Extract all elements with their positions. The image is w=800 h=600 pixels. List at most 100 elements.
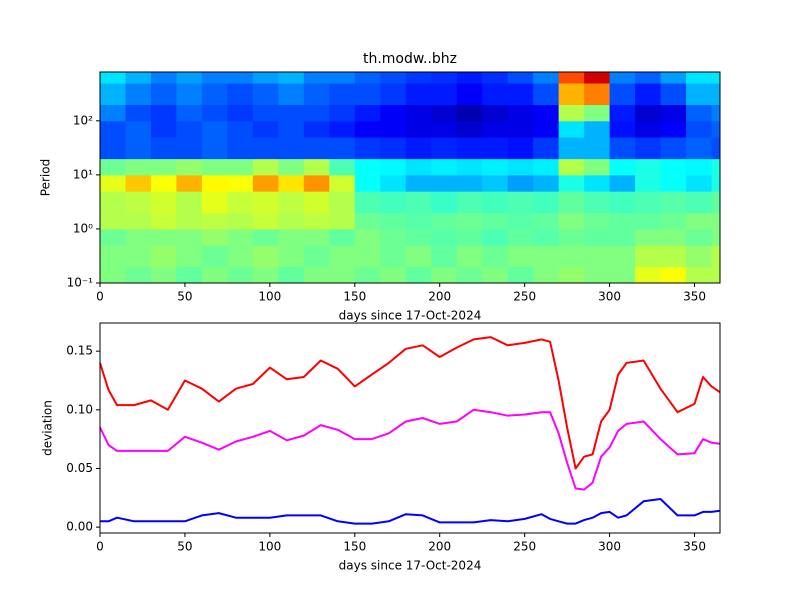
- heat-cell: [507, 83, 534, 106]
- heat-cell: [329, 212, 356, 230]
- heat-cell: [609, 72, 636, 84]
- heat-cell: [380, 83, 407, 106]
- line: [99, 336, 721, 470]
- x-tick-label: 300: [598, 540, 621, 554]
- heat-cell: [329, 191, 356, 214]
- heat-cell: [584, 174, 611, 192]
- heat-cell: [176, 104, 203, 122]
- x-tick-label: 300: [598, 290, 621, 304]
- heat-cell: [405, 245, 432, 268]
- heat-cell: [635, 228, 662, 246]
- heat-cell: [405, 174, 432, 192]
- heat-cell: [635, 120, 662, 138]
- heat-cell: [635, 174, 662, 192]
- heat-cell: [176, 158, 203, 176]
- heat-cell: [533, 228, 560, 246]
- heat-cell: [278, 191, 305, 214]
- heat-cell: [252, 174, 279, 192]
- heat-cell: [354, 228, 381, 246]
- x-tick-label: 200: [428, 290, 451, 304]
- heat-cell: [354, 174, 381, 192]
- heat-cell: [431, 158, 458, 176]
- heat-cell: [278, 266, 305, 283]
- heat-cell: [227, 104, 254, 122]
- heat-cell: [278, 137, 305, 160]
- heat-cell: [635, 137, 662, 160]
- heat-cell: [405, 228, 432, 246]
- heat-cell: [150, 212, 177, 230]
- heat-cell: [329, 83, 356, 106]
- heat-cell: [201, 174, 228, 192]
- heat-cell: [201, 104, 228, 122]
- chart-title: th.modw..bhz: [363, 51, 457, 67]
- heat-cell: [227, 137, 254, 160]
- heat-cell: [584, 83, 611, 106]
- heat-cell: [660, 228, 687, 246]
- heat-cell: [609, 266, 636, 283]
- heat-cell: [176, 83, 203, 106]
- heat-cell: [533, 120, 560, 138]
- heat-cell: [635, 266, 662, 283]
- heat-cell: [431, 83, 458, 106]
- heat-cell: [660, 104, 687, 122]
- heat-cell: [252, 228, 279, 246]
- heat-cell: [252, 191, 279, 214]
- heat-cell: [456, 137, 483, 160]
- heat-cell: [329, 104, 356, 122]
- heat-cell: [507, 212, 534, 230]
- heat-cell: [533, 83, 560, 106]
- heat-cell: [303, 158, 330, 176]
- heat-cell: [354, 191, 381, 214]
- heat-cell: [380, 72, 407, 84]
- heat-cell: [635, 191, 662, 214]
- heat-cell: [100, 174, 126, 192]
- heat-cell: [507, 104, 534, 122]
- heat-cell: [686, 83, 713, 106]
- heat-cell: [252, 72, 279, 84]
- heat-cell: [125, 120, 152, 138]
- heat-cell: [201, 266, 228, 283]
- heat-cell: [609, 158, 636, 176]
- y-axis-label: Period: [39, 159, 53, 196]
- heat-cell: [507, 158, 534, 176]
- heat-cell: [303, 245, 330, 268]
- heat-cell: [456, 245, 483, 268]
- heat-cell: [507, 266, 534, 283]
- y-tick-label: 0.00: [66, 520, 93, 534]
- heat-cell: [584, 191, 611, 214]
- heat-cell: [252, 137, 279, 160]
- heat-cell: [558, 83, 585, 106]
- heat-cell: [584, 266, 611, 283]
- heat-cell: [711, 266, 720, 283]
- y-tick-label: 0.05: [66, 461, 93, 475]
- heat-cell: [482, 137, 509, 160]
- heat-cell: [380, 212, 407, 230]
- heat-cell: [380, 266, 407, 283]
- heat-cell: [482, 104, 509, 122]
- heat-cell: [201, 191, 228, 214]
- heat-cell: [558, 120, 585, 138]
- heat-cell: [303, 228, 330, 246]
- heat-cell: [252, 158, 279, 176]
- heat-cell: [635, 83, 662, 106]
- heat-cell: [227, 72, 254, 84]
- heat-cell: [303, 137, 330, 160]
- heat-cell: [150, 104, 177, 122]
- heat-cell: [507, 120, 534, 138]
- heat-cell: [456, 120, 483, 138]
- heat-cell: [660, 137, 687, 160]
- heat-cell: [635, 245, 662, 268]
- heat-cell: [201, 212, 228, 230]
- heat-cell: [227, 158, 254, 176]
- heat-cell: [558, 72, 585, 84]
- heat-cell: [303, 72, 330, 84]
- heat-cell: [278, 104, 305, 122]
- y-tick-label: 10²: [73, 113, 93, 127]
- heat-cell: [609, 245, 636, 268]
- heat-cell: [609, 83, 636, 106]
- heat-cell: [150, 72, 177, 84]
- heat-cell: [125, 266, 152, 283]
- heat-cell: [660, 83, 687, 106]
- heat-cell: [176, 266, 203, 283]
- heat-cell: [431, 191, 458, 214]
